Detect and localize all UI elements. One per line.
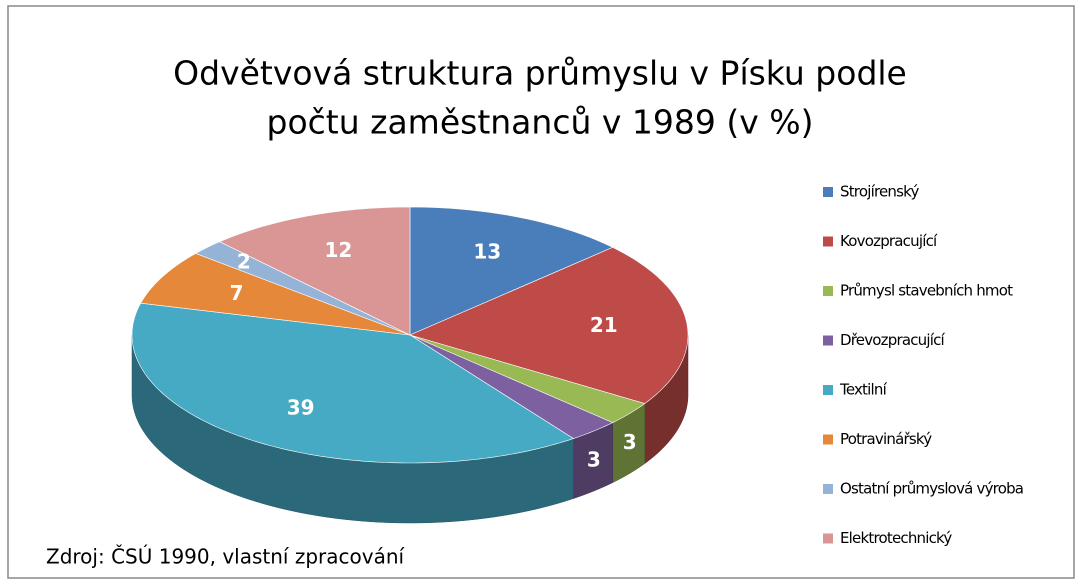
legend-label: Ostatní průmyslová výroba [840, 480, 1023, 498]
legend-label: Textilní [839, 381, 888, 399]
slice [409, 206, 614, 336]
legend-label: Kovozpracující [840, 232, 938, 250]
slice [409, 334, 646, 423]
data-label: 12 [324, 238, 352, 262]
legend: Strojírenský Kovozpracující Průmysl staveb… [823, 183, 1024, 547]
slice [131, 302, 575, 464]
data-label: 39 [287, 396, 315, 420]
legend-swatch [823, 286, 833, 296]
legend-swatch [823, 236, 833, 247]
data-label: 13 [473, 239, 501, 263]
legend-swatch [823, 187, 833, 197]
legend-swatch [823, 484, 833, 494]
legend-label: Dřevozpracující [840, 331, 946, 349]
data-label: 3 [587, 448, 601, 472]
slice [409, 247, 689, 404]
data-label: 7 [230, 281, 244, 305]
data-label: 21 [590, 313, 618, 337]
legend-label: Potravinářský [840, 430, 932, 448]
data-label: 2 [237, 250, 251, 274]
slice [140, 253, 411, 336]
legend-swatch [823, 434, 833, 445]
legend-label: Elektrotechnický [840, 529, 952, 547]
pie: 13 21 33 39 7 2 12 [131, 206, 689, 524]
slice [409, 334, 614, 439]
chart-title: počtu zaměstnanců v 1989 (v %) [267, 103, 814, 142]
slice [218, 206, 411, 336]
data-label: 3 [623, 430, 637, 454]
legend-swatch [823, 335, 833, 346]
slice [195, 241, 411, 336]
chart-title: Odvětvová struktura průmyslu v Písku pod… [173, 54, 907, 93]
source-note: Zdroj: ČSÚ 1990, vlastní zpracování [46, 545, 406, 569]
legend-label: Průmysl stavebních hmot [840, 282, 1013, 300]
legend-swatch [823, 533, 833, 544]
legend-swatch [823, 385, 833, 395]
legend-label: Strojírenský [840, 183, 919, 201]
